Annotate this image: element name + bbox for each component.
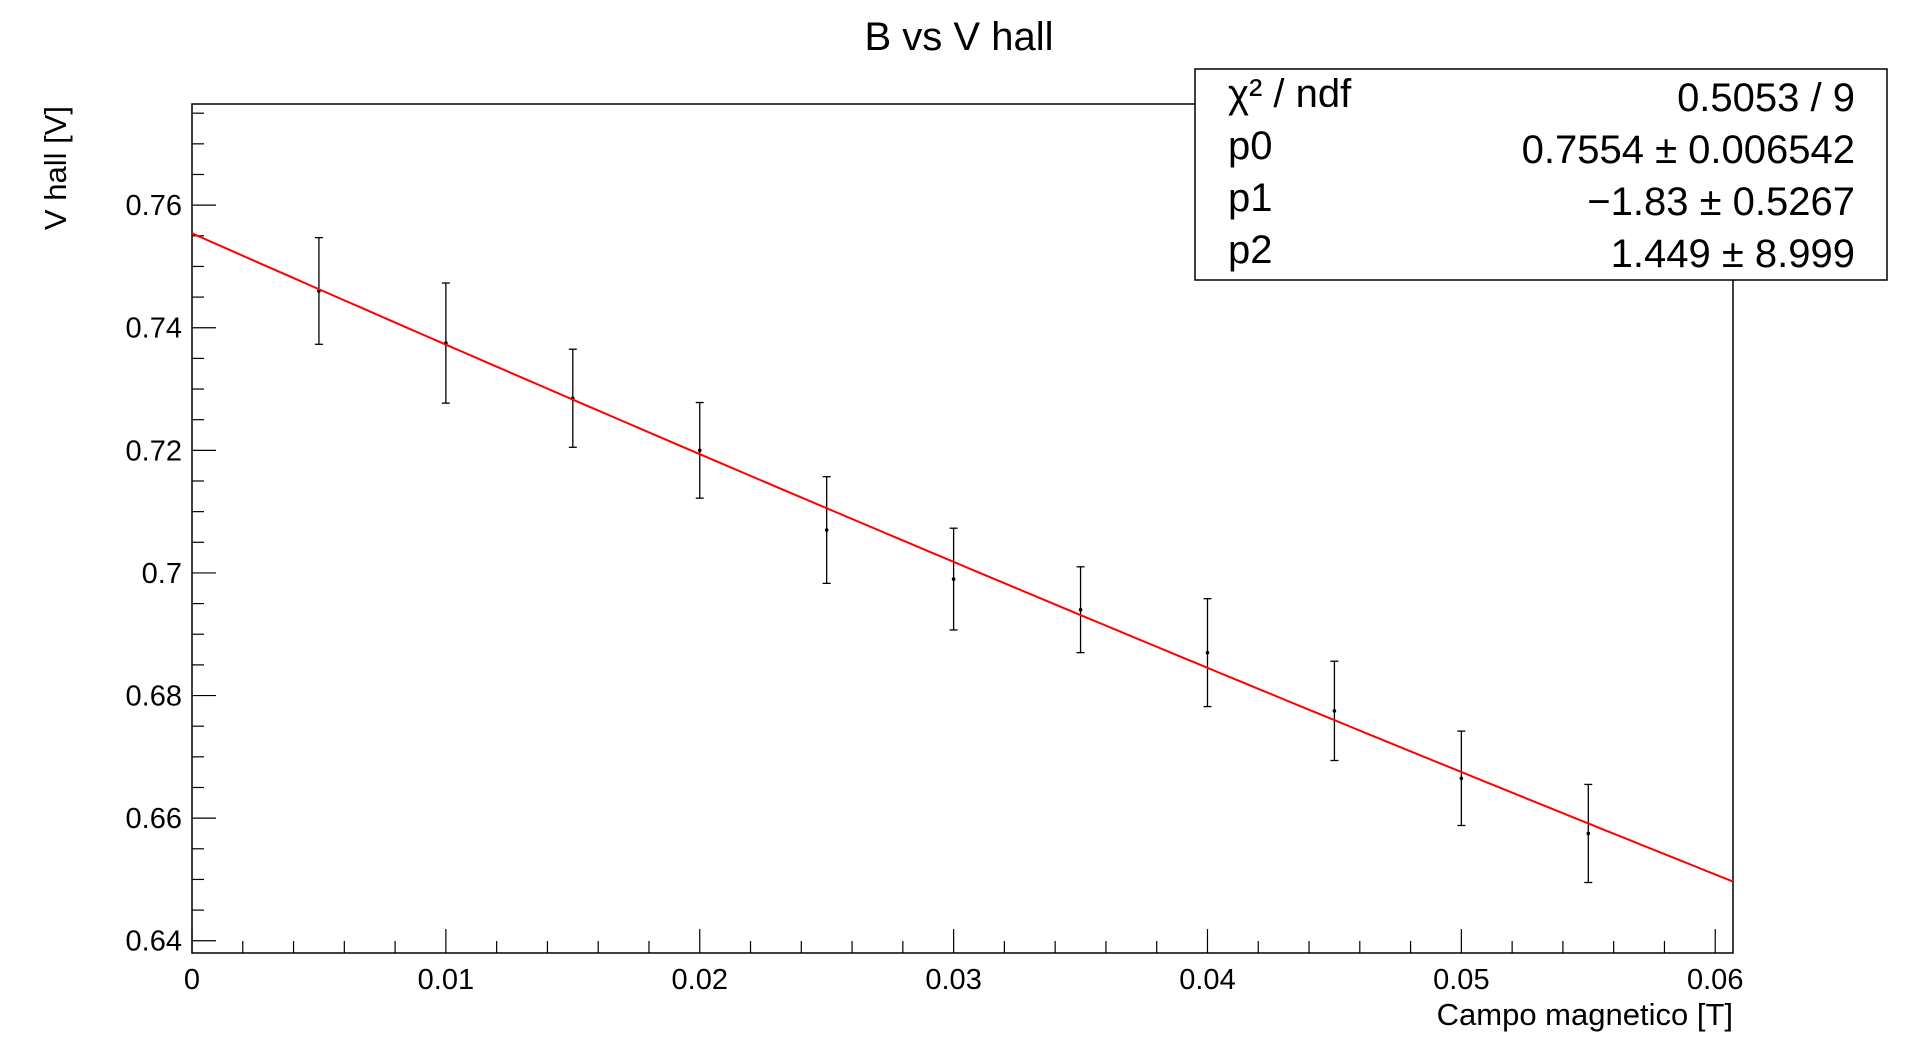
x-axis: 0 0.01 0.02 0.03 0.04 0.05 0.06 — [184, 929, 1743, 996]
x-tick-label: 0.03 — [925, 964, 981, 996]
stats-value-p0: 0.7554 ± 0.006542 — [1522, 128, 1855, 172]
fit-layer — [191, 232, 1734, 883]
fit-curve — [191, 232, 1734, 883]
data-point — [951, 577, 956, 581]
data-point — [1205, 650, 1210, 655]
plot-frame — [191, 103, 1734, 954]
y-tick-label: 0.66 — [126, 803, 182, 835]
data-point — [1332, 709, 1337, 713]
x-tick-label: 0.06 — [1687, 964, 1743, 996]
data-points — [314, 236, 1593, 884]
y-tick-label: 0.74 — [126, 313, 182, 345]
y-axis: 0.64 0.66 0.68 0.7 0.72 0.74 0.76 — [126, 112, 216, 958]
stats-label-p2: p2 — [1228, 228, 1273, 272]
y-tick-label: 0.7 — [142, 558, 182, 590]
data-point — [824, 528, 829, 532]
data-point — [697, 448, 702, 453]
stats-value-p1: −1.83 ± 0.5267 — [1587, 180, 1855, 224]
y-axis-title: V hall [V] — [38, 106, 73, 230]
stats-label-p0: p0 — [1228, 124, 1273, 168]
y-tick-label: 0.64 — [126, 926, 182, 958]
stats-value-p2: 1.449 ± 8.999 — [1611, 232, 1855, 276]
x-tick-label: 0 — [184, 964, 200, 996]
chart-title: B vs V hall — [865, 15, 1054, 59]
data-point — [1078, 607, 1083, 612]
x-axis-title: Campo magnetico [T] — [1437, 997, 1733, 1032]
x-tick-label: 0.05 — [1433, 964, 1489, 996]
x-tick-label: 0.02 — [672, 964, 728, 996]
stats-label-p1: p1 — [1228, 176, 1273, 220]
data-point — [1459, 776, 1464, 781]
y-tick-label: 0.72 — [126, 435, 182, 467]
x-tick-label: 0.01 — [418, 964, 474, 996]
y-tick-label: 0.76 — [126, 190, 182, 222]
y-tick-label: 0.68 — [126, 681, 182, 713]
stats-value-chi2: 0.5053 / 9 — [1677, 76, 1855, 120]
stats-box-frame — [1194, 68, 1888, 281]
data-point — [1586, 831, 1591, 836]
stats-box: χ² / ndf 0.5053 / 9 p0 0.7554 ± 0.006542… — [1194, 68, 1888, 281]
x-tick-label: 0.04 — [1179, 964, 1235, 996]
stats-label-chi2: χ² / ndf — [1228, 72, 1352, 116]
